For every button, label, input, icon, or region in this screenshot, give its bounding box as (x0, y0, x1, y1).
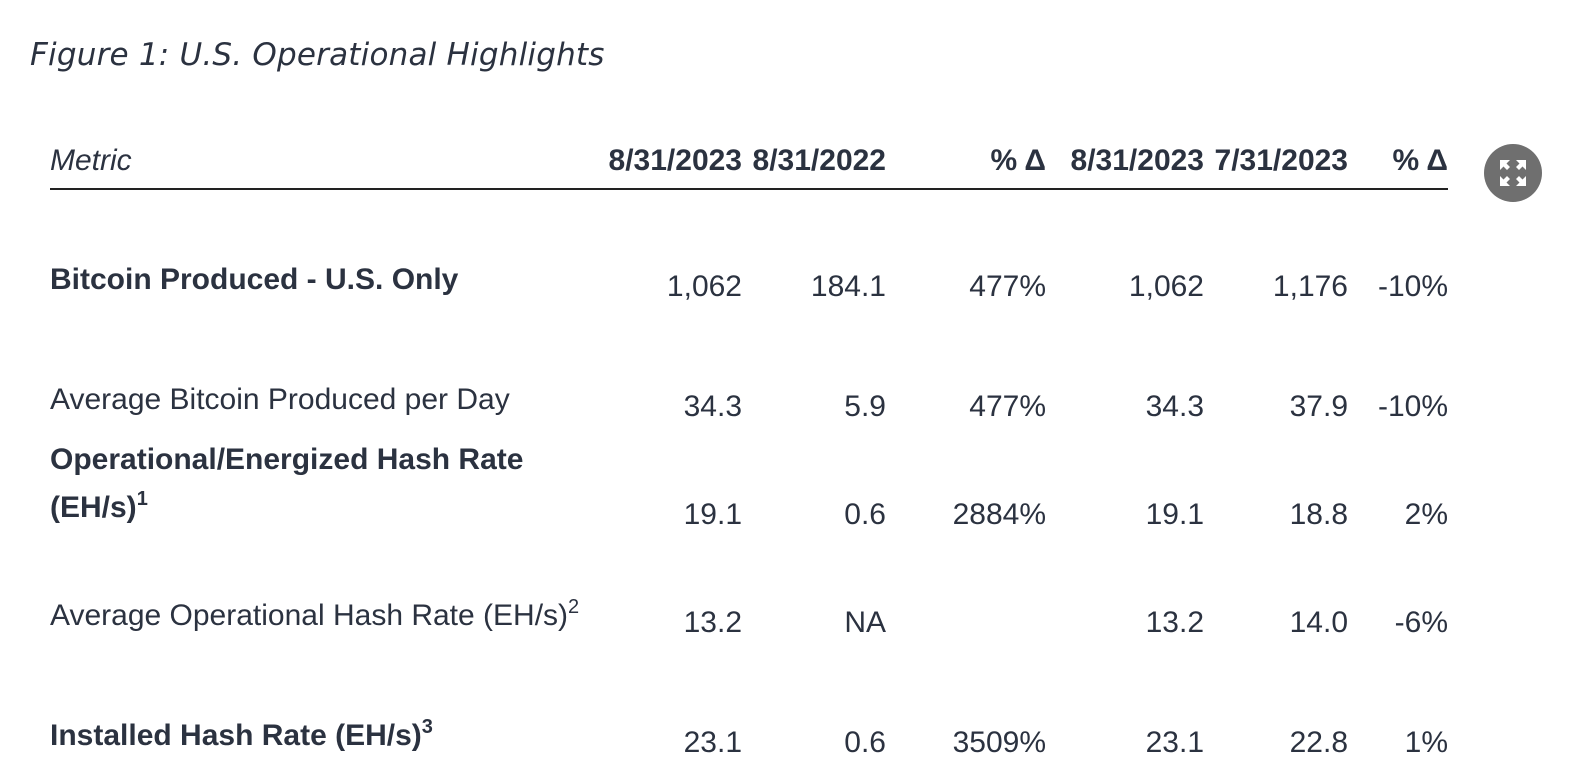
column-header-change: % Δ (1348, 124, 1448, 190)
table-cell: 0.6 (844, 498, 886, 531)
column-header-date: 7/31/2023 (1204, 124, 1348, 190)
table-cell: 184.1 (810, 270, 886, 303)
table-row: Average Operational Hash Rate (EH/s)2 13… (50, 538, 1448, 646)
table-cell: -6% (1394, 606, 1448, 639)
footnote-marker: 2 (568, 596, 580, 618)
table-cell: -10% (1377, 270, 1448, 303)
column-header-date: 8/31/2022 (742, 124, 886, 190)
spacer-row (50, 646, 1448, 690)
table-header-row: Metric 8/31/2023 8/31/2022 % Δ 8/31/2023… (50, 124, 1448, 190)
expand-icon (1500, 160, 1526, 186)
table-cell: 0.6 (844, 726, 886, 759)
table-cell: 477% (969, 390, 1046, 423)
table-cell: 477% (969, 270, 1046, 303)
table-row: Operational/Energized Hash Rate (EH/s)1 … (50, 430, 1448, 538)
table-cell: 5.9 (844, 390, 886, 423)
table-cell: 34.3 (683, 390, 742, 423)
table-cell: 37.9 (1289, 390, 1348, 423)
table-cell: 23.1 (1145, 726, 1204, 759)
table-cell: 1,062 (666, 270, 742, 303)
footnote-marker: 1 (136, 488, 148, 510)
table-cell: 14.0 (1289, 606, 1348, 639)
spacer-row (50, 310, 1448, 354)
table-cell: 1,062 (1128, 270, 1204, 303)
table-cell: 19.1 (1145, 498, 1204, 531)
spacer-row (50, 189, 1448, 234)
table-cell: 13.2 (683, 606, 742, 639)
operational-highlights-table: Metric 8/31/2023 8/31/2022 % Δ 8/31/2023… (50, 124, 1448, 766)
table-row: Bitcoin Produced - U.S. Only 1,062 184.1… (50, 234, 1448, 310)
row-label: Installed Hash Rate (EH/s)3 (50, 716, 433, 752)
table-row: Average Bitcoin Produced per Day 34.3 5.… (50, 354, 1448, 430)
row-label: Bitcoin Produced - U.S. Only (50, 263, 459, 296)
row-label: Average Bitcoin Produced per Day (50, 383, 510, 416)
table-cell (886, 538, 1046, 646)
table-cell: 23.1 (683, 726, 742, 759)
row-label: Average Operational Hash Rate (EH/s)2 (50, 596, 580, 632)
table-cell: 22.8 (1289, 726, 1348, 759)
table-cell: 13.2 (1145, 606, 1204, 639)
table-cell: 2% (1404, 498, 1448, 531)
table-cell: 18.8 (1289, 498, 1348, 531)
column-header-metric: Metric (50, 124, 602, 190)
figure-title: Figure 1: U.S. Operational Highlights (30, 37, 605, 73)
table-cell: -10% (1377, 390, 1448, 423)
table-cell: NA (844, 606, 886, 639)
footnote-marker: 3 (421, 716, 433, 738)
table-cell: 19.1 (683, 498, 742, 531)
expand-button[interactable] (1484, 144, 1542, 202)
column-header-change: % Δ (886, 124, 1046, 190)
column-header-date: 8/31/2023 (1046, 124, 1204, 190)
table-cell: 1% (1404, 726, 1448, 759)
column-header-date: 8/31/2023 (602, 124, 742, 190)
table-cell: 3509% (952, 726, 1046, 759)
table-cell: 2884% (952, 498, 1046, 531)
row-label: Operational/Energized Hash Rate (EH/s)1 (50, 443, 524, 524)
table-row: Installed Hash Rate (EH/s)3 23.1 0.6 350… (50, 690, 1448, 766)
table-cell: 34.3 (1145, 390, 1204, 423)
table-cell: 1,176 (1272, 270, 1348, 303)
